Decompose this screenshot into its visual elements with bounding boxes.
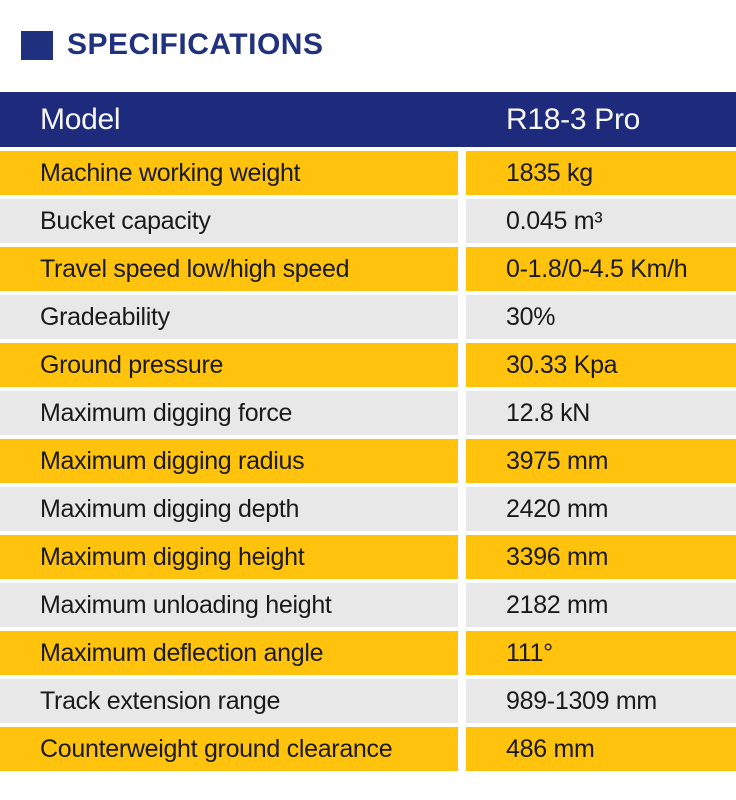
section-header: SPECIFICATIONS (21, 30, 736, 60)
spec-row: Maximum digging depth 2420 mm (0, 487, 736, 531)
spec-value-cell: 1835 kg (466, 151, 736, 195)
spec-value-cell: 30% (466, 295, 736, 339)
spec-value-cell: 2420 mm (466, 487, 736, 531)
spec-value-cell: 3396 mm (466, 535, 736, 579)
spec-row: Track extension range 989-1309 mm (0, 679, 736, 723)
spec-label-cell: Bucket capacity (0, 199, 458, 243)
spec-row: Maximum unloading height 2182 mm (0, 583, 736, 627)
spec-label-cell: Gradeability (0, 295, 458, 339)
spec-label-cell: Maximum deflection angle (0, 631, 458, 675)
spec-value-cell: 2182 mm (466, 583, 736, 627)
spec-label-cell: Maximum unloading height (0, 583, 458, 627)
spec-label-cell: Maximum digging radius (0, 439, 458, 483)
spec-row: Gradeability 30% (0, 295, 736, 339)
spec-table: Model R18-3 Pro Machine working weight 1… (0, 92, 736, 771)
model-value-cell: R18-3 Pro (506, 102, 641, 136)
spec-label-cell: Maximum digging force (0, 391, 458, 435)
spec-row: Maximum digging radius 3975 mm (0, 439, 736, 483)
spec-row: Bucket capacity 0.045 m³ (0, 199, 736, 243)
model-header-cell: Model (40, 102, 121, 136)
spec-row: Machine working weight 1835 kg (0, 151, 736, 195)
spec-label-cell: Maximum digging height (0, 535, 458, 579)
spec-value-cell: 989-1309 mm (466, 679, 736, 723)
spec-row: Maximum digging force 12.8 kN (0, 391, 736, 435)
accent-square-icon (21, 30, 53, 60)
spec-value-cell: 486 mm (466, 727, 736, 771)
spec-value-cell: 3975 mm (466, 439, 736, 483)
page-title: SPECIFICATIONS (67, 28, 324, 61)
spec-label-cell: Track extension range (0, 679, 458, 723)
spec-row: Travel speed low/high speed 0-1.8/0-4.5 … (0, 247, 736, 291)
spec-label-cell: Counterweight ground clearance (0, 727, 458, 771)
spec-row: Counterweight ground clearance 486 mm (0, 727, 736, 771)
spec-rows: Machine working weight 1835 kg Bucket ca… (0, 151, 736, 771)
spec-label-cell: Travel speed low/high speed (0, 247, 458, 291)
spec-value-cell: 0-1.8/0-4.5 Km/h (466, 247, 736, 291)
spec-row: Maximum deflection angle 111° (0, 631, 736, 675)
table-header-row: Model R18-3 Pro (0, 92, 736, 147)
spec-value-cell: 12.8 kN (466, 391, 736, 435)
spec-value-cell: 0.045 m³ (466, 199, 736, 243)
spec-label-cell: Maximum digging depth (0, 487, 458, 531)
spec-label-cell: Ground pressure (0, 343, 458, 387)
spec-value-cell: 111° (466, 631, 736, 675)
spec-label-cell: Machine working weight (0, 151, 458, 195)
spec-row: Maximum digging height 3396 mm (0, 535, 736, 579)
spec-value-cell: 30.33 Kpa (466, 343, 736, 387)
spec-row: Ground pressure 30.33 Kpa (0, 343, 736, 387)
